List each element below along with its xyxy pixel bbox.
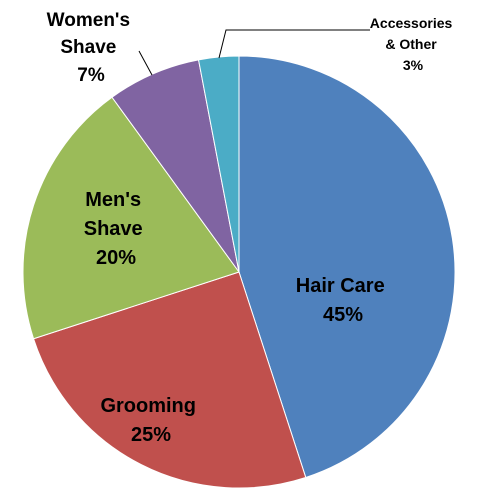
womens-shave-label-name-2: Shave bbox=[60, 37, 116, 58]
mens-shave-label-value: 20% bbox=[96, 247, 136, 269]
womens-shave-label: Women's Shave 7% bbox=[47, 10, 136, 86]
pie-slice-men-s-shave bbox=[22, 96, 240, 340]
mens-shave-label-name: Men's bbox=[85, 189, 141, 211]
accessories-label-name-2: & Other bbox=[385, 36, 437, 52]
womens-shave-label-name: Women's bbox=[47, 10, 130, 31]
pie-slices bbox=[22, 55, 456, 489]
pie-slice-grooming bbox=[32, 271, 307, 489]
grooming-label: Grooming 25% bbox=[100, 395, 201, 446]
hair-care-label-value: 45% bbox=[323, 304, 363, 326]
pie-slice-hair-care bbox=[238, 55, 456, 479]
mens-shave-label-name-2: Shave bbox=[84, 218, 143, 240]
womens-shave-label-value: 7% bbox=[77, 65, 105, 86]
pie-slice-accessories-other bbox=[197, 55, 240, 273]
accessories-label: Accessories & Other 3% bbox=[370, 15, 456, 73]
accessories-leader-line bbox=[218, 29, 370, 59]
womens-shave-leader-line bbox=[138, 50, 153, 76]
mens-shave-label: Men's Shave 20% bbox=[84, 189, 149, 269]
grooming-label-value: 25% bbox=[131, 424, 171, 446]
hair-care-label: Hair Care 45% bbox=[296, 275, 391, 326]
accessories-label-value: 3% bbox=[403, 57, 424, 73]
grooming-label-name: Grooming bbox=[100, 395, 196, 417]
hair-care-label-name: Hair Care bbox=[296, 275, 385, 297]
accessories-label-name: Accessories bbox=[370, 15, 453, 31]
